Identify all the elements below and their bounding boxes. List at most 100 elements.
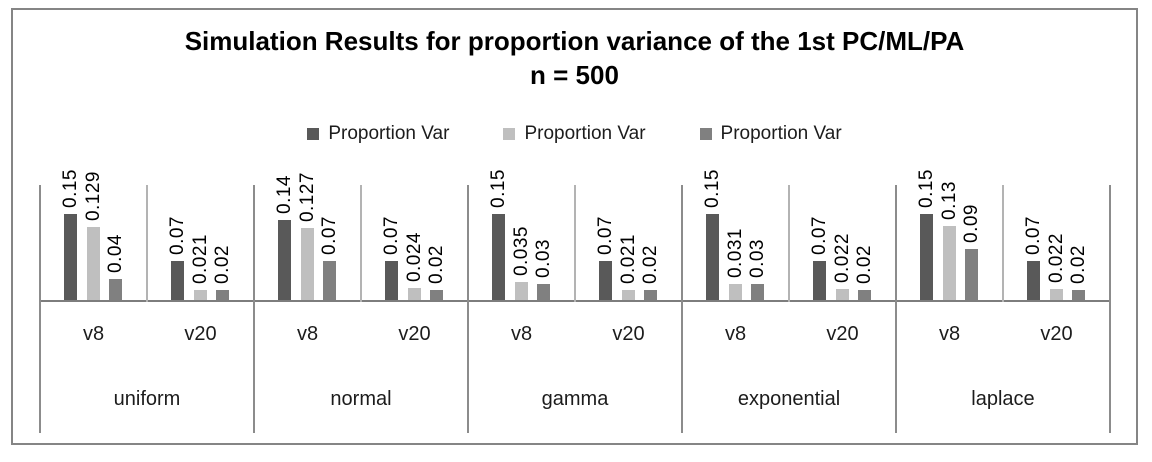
bar-gamma-v8-series3 (537, 284, 550, 302)
bar-value-label: 0.15 (702, 169, 723, 208)
bar-gamma-v20-series1 (599, 261, 612, 302)
bar-value-label: 0.02 (212, 245, 233, 284)
subgroup-cell-exponential-v20: 0.07 0.022 0.02 (789, 185, 896, 302)
bar-laplace-v20-series2 (1049, 289, 1063, 302)
bar-exponential-v20-series2 (835, 289, 849, 302)
legend-entry: Proportion Var (307, 123, 449, 145)
bar-value-label: 0.021 (189, 233, 211, 284)
category-label-gamma-v8: v8 (510, 322, 533, 345)
category-label-uniform-v20: v20 (184, 322, 217, 345)
bar-value-label: 0.15 (916, 169, 937, 208)
group-divider (467, 185, 469, 433)
subgroup-cell-laplace-v8: 0.15 0.13 0.09 (896, 169, 1003, 302)
group-divider (253, 185, 255, 433)
group-label-uniform: uniform (113, 388, 181, 410)
bar-uniform-v8-series1 (64, 214, 77, 302)
bar-gamma-v20-series2 (621, 290, 635, 302)
subgroup-divider (574, 185, 576, 302)
bar-value-label: 0.04 (105, 234, 126, 273)
bar-value-label: 0.127 (296, 171, 318, 222)
chart-subtitle: n = 500 (530, 60, 619, 90)
bar-value-label: 0.022 (1045, 232, 1067, 283)
bar-gamma-v20-series3 (644, 290, 657, 302)
bar-laplace-v20-series1 (1027, 261, 1040, 302)
bar-normal-v20-series1 (385, 261, 398, 302)
subgroup-cell-gamma-v20: 0.07 0.021 0.02 (575, 185, 682, 302)
bar-value-label: 0.022 (831, 232, 853, 283)
bar-value-label: 0.031 (724, 227, 746, 278)
bar-value-label: 0.09 (961, 204, 982, 243)
legend-swatch-icon (307, 128, 320, 140)
bar-exponential-v8-series3 (751, 284, 764, 302)
legend-entry: Proportion Var (699, 123, 842, 145)
chart-title: Simulation Results for proportion varian… (184, 26, 965, 56)
group-divider (895, 185, 897, 433)
group-label-normal: normal (330, 388, 392, 410)
legend-entry-label: Proportion Var (328, 123, 450, 144)
bar-normal-v20-series3 (430, 290, 443, 302)
subgroup-cell-normal-v8: 0.14 0.127 0.07 (254, 172, 361, 302)
title-block: Simulation Results for proportion varian… (11, 24, 1138, 92)
bar-value-label: 0.15 (488, 169, 509, 208)
category-label-laplace-v20: v20 (1040, 322, 1073, 345)
category-label-gamma-v20: v20 (612, 322, 645, 345)
subgroup-cell-exponential-v8: 0.15 0.031 0.03 (682, 169, 789, 302)
category-label-exponential-v20: v20 (826, 322, 859, 345)
category-label-normal-v20: v20 (398, 322, 431, 345)
group-divider (681, 185, 683, 433)
bar-value-label: 0.02 (1068, 245, 1089, 284)
category-axis-subgroups: v8 v20 v8 v20 v8 v20 v8 v20 v8 v20 (40, 302, 1110, 366)
bar-value-label: 0.13 (938, 181, 960, 220)
bar-normal-v20-series2 (407, 288, 421, 302)
subgroup-divider (360, 185, 362, 302)
legend-entry-label: Proportion Var (720, 123, 842, 144)
group-divider (1109, 185, 1111, 433)
bar-uniform-v8-series2 (86, 227, 100, 302)
bar-value-label: 0.14 (274, 175, 295, 214)
bar-uniform-v20-series1 (171, 261, 184, 302)
legend-entry: Proportion Var (503, 123, 646, 145)
group-label-laplace: laplace (971, 388, 1035, 410)
category-axis-groups: uniform normal gamma exponential laplace (40, 366, 1110, 433)
bar-value-label: 0.15 (60, 169, 81, 208)
legend-entry-label: Proportion Var (524, 123, 646, 144)
bar-uniform-v20-series2 (193, 290, 207, 302)
bar-value-label: 0.07 (1023, 216, 1044, 255)
category-label-laplace-v8: v8 (938, 322, 961, 345)
bar-normal-v8-series3 (323, 261, 336, 302)
subgroup-cell-uniform-v8: 0.15 0.129 0.04 (40, 169, 147, 302)
bar-value-label: 0.07 (167, 216, 188, 255)
group-divider (39, 185, 41, 433)
bar-value-label: 0.035 (510, 225, 532, 276)
legend: Proportion Var Proportion Var Proportion V… (11, 120, 1138, 148)
subgroup-cell-gamma-v8: 0.15 0.035 0.03 (468, 169, 575, 302)
group-label-gamma: gamma (541, 388, 609, 410)
bar-value-label: 0.03 (533, 239, 554, 278)
bar-exponential-v8-series2 (728, 284, 742, 302)
bar-gamma-v8-series2 (514, 282, 528, 302)
bar-value-label: 0.07 (809, 216, 830, 255)
bar-value-label: 0.03 (747, 239, 768, 278)
subgroup-cell-laplace-v20: 0.07 0.022 0.02 (1003, 185, 1110, 302)
subgroup-divider (788, 185, 790, 302)
bar-laplace-v8-series3 (965, 249, 978, 302)
bar-normal-v8-series2 (300, 228, 314, 302)
bar-laplace-v20-series3 (1072, 290, 1085, 302)
subgroup-divider (1002, 185, 1004, 302)
bar-gamma-v8-series1 (492, 214, 505, 302)
legend-swatch-icon (503, 128, 516, 140)
bar-value-label: 0.024 (403, 231, 425, 282)
group-label-exponential: exponential (737, 388, 841, 410)
bar-value-label: 0.07 (319, 216, 340, 255)
legend-swatch-icon (699, 128, 712, 140)
bar-value-label: 0.02 (426, 245, 447, 284)
bar-value-label: 0.02 (854, 245, 875, 284)
bar-uniform-v8-series3 (109, 279, 122, 302)
category-label-normal-v8: v8 (296, 322, 319, 345)
bar-laplace-v8-series2 (942, 226, 956, 302)
bar-uniform-v20-series3 (216, 290, 229, 302)
bar-normal-v8-series1 (278, 220, 291, 302)
bar-exponential-v20-series1 (813, 261, 826, 302)
bar-value-label: 0.02 (640, 245, 661, 284)
